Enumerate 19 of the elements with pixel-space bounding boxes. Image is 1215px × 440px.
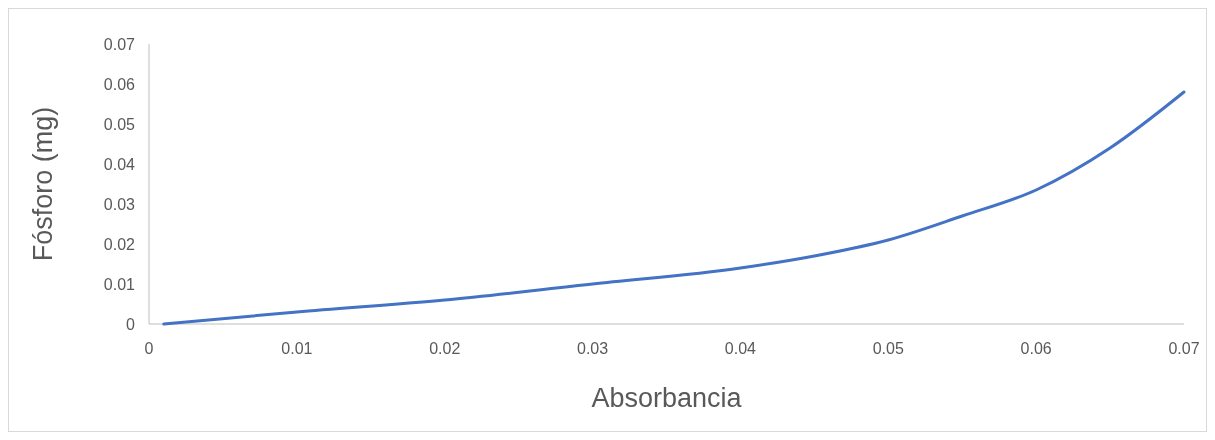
y-tick-label: 0.07	[103, 35, 136, 53]
x-tick-label: 0.06	[1020, 340, 1052, 357]
x-axis-title: Absorbancia	[591, 383, 743, 413]
y-tick-label: 0	[126, 315, 136, 333]
x-tick-label: 0.04	[724, 340, 757, 357]
x-tick-label: 0.05	[872, 340, 904, 357]
x-tick-label: 0.03	[577, 340, 609, 357]
y-tick-label: 0.04	[103, 155, 136, 173]
y-axis-title: Fósforo (mg)	[28, 106, 58, 262]
y-tick-label: 0.01	[103, 275, 136, 293]
x-tick-label: 0.07	[1168, 340, 1200, 357]
x-tick-label: 0.02	[429, 340, 461, 357]
x-tick-label: 0.01	[281, 340, 313, 357]
y-tick-label: 0.05	[103, 115, 136, 133]
y-tick-label: 0.03	[103, 195, 136, 213]
y-tick-label: 0.02	[103, 235, 136, 253]
line-series	[162, 90, 1186, 326]
x-tick-label: 0	[144, 340, 154, 357]
y-tick-label: 0.06	[103, 75, 136, 93]
